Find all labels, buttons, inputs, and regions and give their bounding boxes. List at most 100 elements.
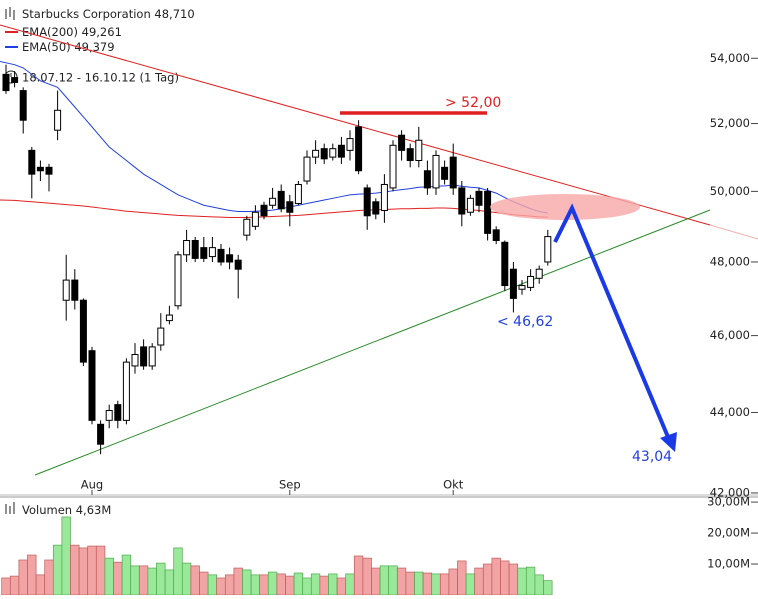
y-tick-label: 46,000 [710, 328, 750, 342]
candle-body [398, 134, 406, 151]
volume-label: Volumen 4,63M [22, 503, 111, 517]
chart-title: Starbucks Corporation 48,710 [22, 7, 195, 21]
candle-body [200, 247, 208, 259]
volume-bar [113, 561, 123, 596]
candle-body [372, 201, 380, 215]
volume-bar [405, 571, 415, 596]
volume-bar [164, 569, 175, 596]
volume-bar [491, 557, 501, 596]
volume-bar [517, 567, 527, 596]
volume-bar [18, 559, 28, 596]
candle-body [226, 254, 234, 263]
forecast-arrow [553, 203, 670, 438]
range-label: 18.07.12 - 16.10.12 (1 Tag) [22, 71, 179, 85]
candle-body [114, 404, 122, 421]
volume-title: Volumen [22, 503, 72, 517]
y-tick-label: 54,000 [710, 51, 750, 65]
volume-bar [336, 577, 347, 596]
candle-body [45, 166, 53, 175]
volume-bar [78, 547, 89, 596]
trendline [34, 209, 711, 476]
volume-bar [250, 574, 261, 596]
volume-bar [242, 569, 252, 596]
title: Starbucks Corporation [22, 7, 151, 21]
y-tick-label: 52,000 [710, 116, 750, 130]
volume-bar [457, 560, 467, 596]
candle-body [337, 144, 345, 158]
volume-bar [362, 557, 372, 596]
volume-bar [35, 574, 46, 596]
volume-bar [87, 545, 97, 596]
annotation: < 46,62 [497, 314, 553, 330]
last-price: 48,710 [154, 7, 194, 21]
candle-body [165, 314, 173, 322]
candle-body [475, 190, 483, 206]
volume-bar [138, 565, 149, 596]
volume-bar [500, 560, 510, 596]
volume-bar [474, 567, 484, 596]
annotation: > 52,00 [445, 95, 501, 111]
volume-bar [104, 557, 114, 596]
candle-body [269, 197, 277, 206]
volume-bar [465, 573, 476, 596]
candle-body [234, 259, 242, 270]
volume-bar [181, 562, 192, 596]
candle-body [423, 170, 431, 189]
candle-body [432, 154, 440, 189]
candle-body [294, 183, 302, 205]
resistance-zone [490, 194, 640, 220]
candle-body [277, 190, 285, 210]
candle-body [105, 410, 113, 421]
candle-body [217, 248, 225, 263]
candle-body [329, 148, 337, 158]
candle-body [286, 201, 294, 213]
volume-bar [319, 575, 329, 596]
y-tick-label: 10,00M [707, 557, 750, 571]
volume-bar [396, 567, 407, 596]
y-tick-label: 44,000 [710, 405, 750, 419]
candle-body [62, 279, 70, 301]
volume-bar [543, 580, 553, 596]
candle-body [79, 299, 87, 363]
candle-body [363, 187, 371, 217]
legend-value: 49,379 [74, 40, 114, 54]
legend-name: EMA(200) [22, 25, 78, 39]
candle-body [28, 149, 36, 175]
volume-bar [482, 563, 493, 596]
candle-body [174, 254, 182, 307]
candle-body [509, 268, 517, 299]
candle-body [260, 204, 268, 217]
volume-bar [233, 567, 243, 596]
candle-body [389, 144, 397, 189]
legend-entry: EMA(200) 49,261 [22, 25, 122, 39]
volume-bar [156, 562, 166, 596]
candle-body [441, 166, 449, 180]
candle-body [19, 90, 27, 121]
volume-bar [267, 571, 278, 596]
volume-bar [285, 575, 295, 596]
candle-body [11, 77, 19, 83]
volume-icon [5, 502, 15, 514]
candle-body [466, 197, 474, 213]
volume-bar [9, 575, 20, 596]
candle-body [183, 239, 191, 256]
volume-bar [448, 568, 458, 596]
volume-bar [379, 565, 390, 596]
volume-bar [173, 547, 183, 596]
volume-last: 4,63M [76, 503, 112, 517]
volume-bar [27, 554, 37, 596]
volume-bar [130, 565, 140, 596]
volume-bar [216, 577, 226, 596]
candle-body [535, 268, 543, 279]
candle-body [415, 139, 423, 162]
volume-bar [207, 574, 218, 596]
volume-bar [328, 573, 338, 596]
y-tick-label: 50,000 [710, 184, 750, 198]
volume-bar [224, 574, 235, 596]
y-tick-label: 42,000 [710, 485, 750, 499]
candle-body [492, 229, 500, 241]
header-icon [5, 7, 15, 20]
candle-body [355, 126, 363, 172]
candle-body [2, 73, 10, 92]
